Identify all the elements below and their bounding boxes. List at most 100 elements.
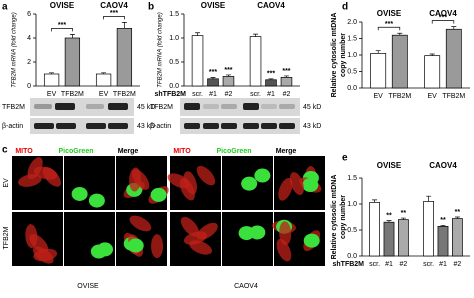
group-label: CAOV4 <box>257 1 285 10</box>
y-tick-label: 0.0 <box>347 85 357 92</box>
blot-band-label: TFB2M <box>150 104 173 111</box>
error-bar <box>429 53 435 56</box>
y-tick-label: 0.0 <box>169 83 179 90</box>
condition-label: EV <box>3 178 10 188</box>
channel-label: Merge <box>276 148 297 155</box>
blot-size-label: 43 kD <box>137 123 155 130</box>
error-bar <box>397 32 403 36</box>
bar <box>423 201 434 257</box>
bar <box>452 218 463 257</box>
group-label: CAOV4 <box>429 9 457 18</box>
error-bar <box>225 74 231 77</box>
nucleus <box>71 186 88 201</box>
nucleus <box>303 233 320 248</box>
error-bar <box>101 72 107 74</box>
nucleus <box>150 187 167 202</box>
error-bar <box>451 26 457 30</box>
significance-label: *** <box>267 71 275 78</box>
channel-label: MITO <box>15 148 33 155</box>
x-tick-label: scr. <box>192 91 203 98</box>
bar <box>369 202 380 257</box>
significance-label: ** <box>440 217 446 224</box>
significance-bracket <box>431 20 455 24</box>
bar <box>222 76 235 87</box>
significance-label: *** <box>282 68 290 75</box>
y-axis-title: Relative cytosolic mtDNA <box>331 175 338 260</box>
x-tick-label: scr. <box>369 261 380 268</box>
blot-band-label: TFB2M <box>2 104 25 111</box>
bar <box>445 28 462 89</box>
nucleus <box>238 226 255 241</box>
cell-line-label: CAOV4 <box>234 283 258 290</box>
x-tick-label: TFB2M <box>442 93 465 100</box>
group-label: CAOV4 <box>100 1 128 10</box>
blot-b <box>180 98 300 134</box>
nucleus <box>90 244 107 259</box>
mito-signal <box>18 174 42 187</box>
y-axis-title: TFB2M mRNA (fold change) <box>12 12 18 87</box>
x-tick-label: #2 <box>400 261 408 268</box>
y-axis-title: copy number <box>340 33 347 77</box>
mito-signal <box>278 177 293 201</box>
y-tick-label: 2.0 <box>347 19 357 26</box>
group-label: OVISE <box>50 1 75 10</box>
bar <box>391 34 408 89</box>
nucleus <box>88 193 105 208</box>
bar <box>207 78 219 87</box>
significance-bracket <box>377 26 401 31</box>
x-tick-label: #1 <box>267 91 275 98</box>
mito-signal <box>279 221 292 246</box>
bar <box>437 226 449 257</box>
error-bar <box>440 224 446 227</box>
channel-label: PicoGreen <box>58 148 93 155</box>
mito-signal <box>180 216 200 237</box>
panel-label: e <box>342 153 348 164</box>
mito-signal <box>196 165 216 186</box>
significance-label: *** <box>385 21 393 28</box>
significance-label: ** <box>401 210 407 217</box>
significance-label: *** <box>209 69 217 76</box>
group-label: CAOV4 <box>429 161 457 170</box>
error-bar <box>375 50 381 54</box>
blot-size-label: 43 kD <box>303 123 321 130</box>
error-bar <box>400 217 406 220</box>
nucleus <box>241 176 258 191</box>
mito-signal <box>276 238 292 262</box>
nucleus <box>254 168 271 183</box>
y-tick-label: 6 <box>27 11 31 18</box>
mito-signal <box>151 234 164 259</box>
y-tick-label: 2 <box>27 59 31 66</box>
x-tick-label: #2 <box>225 91 233 98</box>
nucleus <box>127 238 144 253</box>
significance-label: *** <box>224 67 232 74</box>
mito-signal <box>289 172 304 195</box>
blot-size-label: 45 kD <box>137 104 155 111</box>
y-tick-label: 0 <box>27 83 31 90</box>
y-tick-label: 4 <box>27 35 31 42</box>
y-tick-label: 0.5 <box>169 59 179 66</box>
x-tick-label: scr. <box>423 261 434 268</box>
error-bar <box>210 77 216 79</box>
error-bar <box>49 72 55 74</box>
bar <box>265 79 277 87</box>
x-tick-label: #1 <box>385 261 393 268</box>
error-bar <box>372 199 378 203</box>
microscopy-panel <box>12 156 325 266</box>
y-tick-label: 1.0 <box>347 201 357 208</box>
panel-label: b <box>148 2 154 13</box>
mito-signal <box>183 171 198 195</box>
mito-signal <box>33 248 58 262</box>
x-tick-label: #2 <box>283 91 291 98</box>
significance-label: *** <box>439 14 447 21</box>
panel-label: c <box>2 145 8 156</box>
error-bar <box>121 22 127 29</box>
x-axis-title: shTFB2M <box>333 261 365 268</box>
bar <box>64 37 81 87</box>
bar <box>280 77 293 87</box>
x-tick-label: EV <box>99 91 109 98</box>
y-axis-title: TFB2M mRNA (fold change) <box>158 12 164 87</box>
panel-label: d <box>342 2 348 13</box>
y-tick-label: 1.0 <box>169 35 179 42</box>
significance-label: ** <box>455 209 461 216</box>
